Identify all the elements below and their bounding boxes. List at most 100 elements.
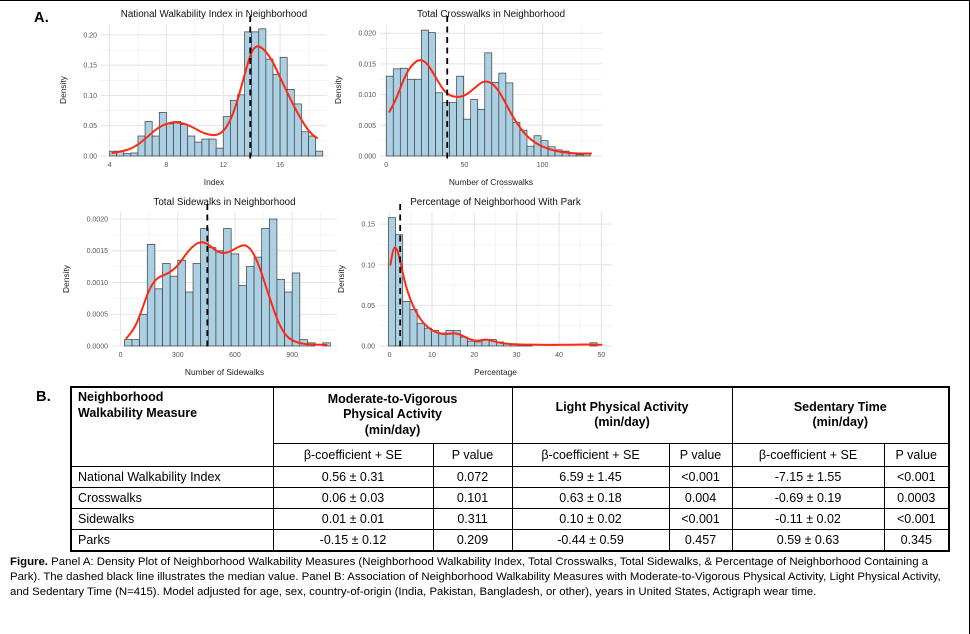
svg-text:0.15: 0.15 [83,63,97,70]
histogram-svg: 0.00 0.05 0.10 0.15 0.20 4 8 12 16 Index Density Na… [58,9,327,187]
svg-text:0.00: 0.00 [83,154,97,161]
group-header-mvpa: Moderate-to-Vigorous Physical Activity (… [272,386,513,444]
svg-text:Density: Density [61,264,71,293]
svg-text:National Walkability Index in: National Walkability Index in Neighborho… [121,9,307,20]
cell-beta: -0.15 ± 0.12 [272,528,434,551]
svg-text:Total Crosswalks in Neighborho: Total Crosswalks in Neighborhood [417,9,565,20]
svg-text:0.0010: 0.0010 [87,280,109,287]
caption-prefix: Figure. [10,556,48,568]
cell-pvalue: <0.001 [668,507,733,530]
chart-percentage-park: 0.00 0.05 0.10 0.15 0 10 20 30 40 50 Percentage Den… [333,194,620,380]
cell-pvalue: 0.072 [432,465,513,488]
svg-text:Density: Density [333,75,343,104]
svg-text:0.00: 0.00 [361,344,375,351]
group-header-light-pa: Light Physical Activity (min/day) [511,386,733,444]
svg-text:Number of Sidewalks: Number of Sidewalks [185,367,264,377]
svg-text:Density: Density [336,264,346,293]
panel-a-label: A. [34,10,50,26]
svg-text:50: 50 [461,162,469,169]
subheader-p-sedentary: P value [883,442,950,467]
svg-text:Index: Index [204,177,225,187]
cell-pvalue: 0.101 [432,486,513,509]
svg-text:0.0020: 0.0020 [87,216,109,223]
svg-text:Number of Crosswalks: Number of Crosswalks [449,177,533,187]
svg-text:Total Sidewalks in Neighborhoo: Total Sidewalks in Neighborhood [153,197,295,208]
svg-text:100: 100 [537,162,549,169]
subheader-beta-sedentary: β-coefficient + SE [731,442,885,467]
svg-text:0.10: 0.10 [361,262,375,269]
svg-text:0.0000: 0.0000 [87,344,109,351]
cell-beta: 0.01 ± 0.01 [272,507,434,530]
cell-pvalue: 0.209 [432,528,513,551]
histogram-svg: 0.000 0.005 0.010 0.015 0.020 0 50 100 Number of… [333,9,602,187]
cell-pvalue: 0.311 [432,507,513,530]
cell-pvalue: 0.0003 [883,486,950,509]
svg-text:0.05: 0.05 [361,303,375,310]
cell-beta: -7.15 ± 1.55 [731,465,885,488]
svg-text:Density: Density [58,75,68,104]
svg-text:20: 20 [470,352,478,359]
svg-text:10: 10 [428,352,436,359]
svg-text:8: 8 [164,162,168,169]
cell-beta: 6.59 ± 1.45 [511,465,670,488]
table-row: National Walkability Index 0.56 ± 0.31 0… [70,465,950,488]
svg-text:16: 16 [276,162,284,169]
chart-national-walkability-index: 0.00 0.05 0.10 0.15 0.20 4 8 12 16 Index Density Na… [55,6,335,190]
cell-pvalue: <0.001 [883,465,950,488]
panel-b-label: B. [36,389,52,405]
subheader-beta-light: β-coefficient + SE [511,442,670,467]
svg-text:0.10: 0.10 [83,93,97,100]
svg-text:0.005: 0.005 [358,123,376,130]
cell-pvalue: 0.004 [668,486,733,509]
svg-text:600: 600 [229,352,241,359]
svg-text:0.0015: 0.0015 [87,248,109,255]
svg-text:0.05: 0.05 [83,123,97,130]
cell-beta: 0.63 ± 0.18 [511,486,670,509]
group-header-sedentary: Sedentary Time (min/day) [731,386,950,444]
cell-beta: -0.11 ± 0.02 [731,507,885,530]
svg-text:0.15: 0.15 [361,222,375,229]
svg-text:50: 50 [598,352,606,359]
svg-text:0.20: 0.20 [83,32,97,39]
svg-text:4: 4 [108,162,112,169]
subheader-beta-mvpa: β-coefficient + SE [272,442,434,467]
cell-pvalue: <0.001 [668,465,733,488]
table-row: Sidewalks 0.01 ± 0.01 0.311 0.10 ± 0.02 … [70,507,950,530]
col-header-measure-line1: Neighborhood [78,390,164,404]
svg-text:0: 0 [119,352,123,359]
svg-text:0: 0 [384,162,388,169]
row-measure: Parks [70,528,274,551]
svg-text:12: 12 [219,162,227,169]
svg-text:0.000: 0.000 [358,154,376,161]
figure-caption: Figure. Panel A: Density Plot of Neighbo… [10,555,948,599]
row-measure: Crosswalks [70,486,274,509]
subheader-p-mvpa: P value [432,442,513,467]
cell-pvalue: 0.345 [883,528,950,551]
cell-beta: -0.44 ± 0.59 [511,528,670,551]
svg-text:Percentage of Neighborhood Wit: Percentage of Neighborhood With Park [410,197,581,208]
subheader-p-light: P value [668,442,733,467]
svg-text:Percentage: Percentage [474,367,517,377]
chart-total-crosswalks: 0.000 0.005 0.010 0.015 0.020 0 50 100 Number of… [330,6,610,190]
caption-body: Panel A: Density Plot of Neighborhood Wa… [10,556,941,598]
svg-text:300: 300 [172,352,184,359]
svg-text:40: 40 [555,352,563,359]
svg-text:30: 30 [513,352,521,359]
row-measure: Sidewalks [70,507,274,530]
cell-pvalue: 0.457 [668,528,733,551]
cell-beta: 0.59 ± 0.63 [731,528,885,551]
svg-text:900: 900 [286,352,298,359]
svg-text:0.015: 0.015 [358,61,376,68]
row-measure: National Walkability Index [70,465,274,488]
cell-beta: 0.56 ± 0.31 [272,465,434,488]
histogram-svg: 0.0000 0.0005 0.0010 0.0015 0.0020 0 300 600 900… [61,197,337,377]
table-row: Crosswalks 0.06 ± 0.03 0.101 0.63 ± 0.18… [70,486,950,509]
svg-text:0.020: 0.020 [358,31,376,38]
cell-beta: 0.06 ± 0.03 [272,486,434,509]
col-header-measure-line2: Walkability Measure [78,405,198,420]
table-row: Parks -0.15 ± 0.12 0.209 -0.44 ± 0.59 0.… [70,528,950,551]
cell-pvalue: <0.001 [883,507,950,530]
results-table: Neighborhood Walkability Measure Moderat… [70,386,951,552]
svg-text:0.0005: 0.0005 [87,312,109,319]
cell-beta: -0.69 ± 0.19 [731,486,885,509]
